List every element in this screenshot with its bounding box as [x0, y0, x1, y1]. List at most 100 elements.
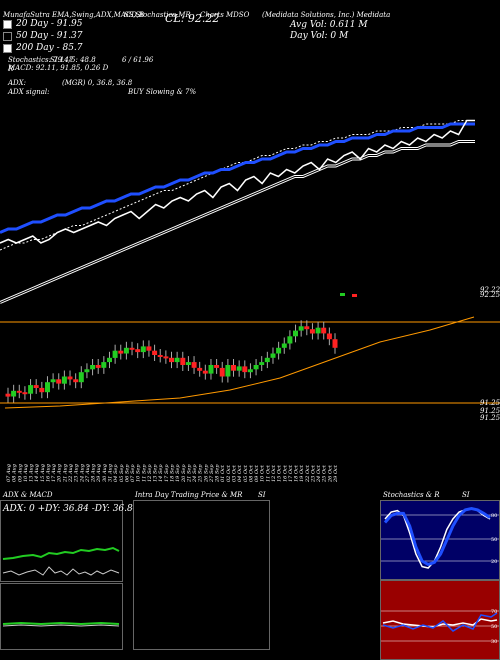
date-label: 26 Sep [203, 464, 209, 483]
date-label: 15 Oct [277, 464, 283, 482]
stochastics-panel: 80 50 20 [380, 500, 500, 580]
small-candle-2 [352, 294, 357, 297]
date-label: 18 Sep [170, 464, 176, 482]
close-price: CL: 92.22 [165, 12, 220, 25]
rsi-line-blue [382, 612, 498, 632]
candle [112, 350, 118, 358]
candle [281, 343, 287, 348]
candle [118, 350, 124, 354]
candle [219, 367, 225, 377]
candle [61, 376, 67, 384]
candle [298, 326, 304, 331]
ma50-label: 50 Day - 91.37 [16, 31, 83, 41]
adx-macd-title: ADX & MACD [3, 491, 53, 499]
macd-line-white [2, 624, 120, 627]
candle [253, 365, 259, 370]
candle [73, 379, 79, 383]
rsi-lines: 70 50 30 [381, 609, 499, 645]
date-label: 05 Sep [119, 464, 125, 482]
date-label: 22 Oct [305, 464, 311, 483]
date-axis: 07 Aug 08 Aug 09 Aug 10 Aug 13 Aug 14 Aug 15 A… [6, 464, 339, 483]
candle [56, 379, 62, 384]
date-label: 29 Aug [96, 464, 102, 483]
stoch-si-label: SI [462, 491, 470, 499]
date-label: 14 Sep [158, 464, 164, 482]
candle [123, 347, 129, 354]
date-label: 11 Sep [141, 464, 147, 482]
buy-signal: BUY Slowing & 7% [128, 88, 197, 96]
header-tags: MunafaSutra EMA,Swing,ADX,MACD,B [3, 11, 144, 19]
candle [231, 365, 236, 371]
legend-ma50: 50 Day - 91.37 [3, 31, 83, 41]
ma200-label: 200 Day - 85.7 [16, 43, 83, 53]
date-label: 24 Oct [316, 464, 322, 483]
macd-value: MACD: 92.11, 91.85, 0.26 D [8, 64, 109, 72]
candle [276, 347, 282, 354]
ma20-swatch [3, 19, 12, 29]
adx-line-white [2, 566, 120, 576]
ma200-swatch [3, 43, 12, 53]
moving-average-chart [0, 119, 475, 304]
si-value: SI 14/5: 48.8 [50, 56, 96, 64]
date-label: 26 Oct [327, 464, 333, 483]
ma50-line [0, 122, 475, 234]
date-label: 17 Oct [288, 464, 294, 482]
stoch-line-blue [383, 506, 491, 567]
stochastics-title: Stochastics & R [383, 491, 440, 499]
candle [174, 357, 180, 363]
macd-lines [2, 621, 120, 627]
ma20-label: 20 Day - 91.95 [16, 19, 83, 29]
candle [180, 357, 186, 365]
price-label-top: 92.22 [480, 286, 500, 294]
candle [169, 357, 174, 363]
candle [214, 365, 220, 368]
intra-si-label: SI [258, 491, 266, 499]
date-label: 15 Aug [40, 464, 46, 482]
chart-title: Charts MDSO [200, 11, 250, 19]
candle [84, 369, 90, 373]
date-label: 23 Oct [310, 464, 316, 483]
day-volume: Day Vol: 0 M [290, 31, 349, 41]
date-label: 19 Oct [299, 464, 305, 482]
candle [146, 346, 152, 351]
adx-values: (MGR) 0, 36.8, 36.8 [62, 79, 133, 87]
date-label: 10 Sep [136, 464, 142, 482]
candle [202, 370, 208, 374]
date-label: 25 Oct [322, 464, 328, 483]
stochastics-lines: 80 50 20 [381, 506, 499, 569]
candle [5, 393, 11, 397]
candle [67, 376, 73, 380]
candle [11, 390, 17, 397]
adx-line-green [2, 546, 120, 560]
candle [107, 357, 112, 363]
candle [197, 367, 203, 371]
si-values: 6 / 61.96 [122, 56, 154, 64]
candle [225, 365, 231, 377]
candle [185, 362, 191, 365]
adx-lines [2, 546, 120, 576]
stochastics-value: Stochastics: 79.47 [8, 56, 74, 64]
rsi-tick-70: 70 [491, 609, 497, 615]
candle [259, 362, 265, 365]
orange-trend-line [4, 316, 475, 409]
date-label: 04 Sep [113, 464, 119, 482]
candle [332, 339, 338, 348]
date-label: 29 Oct [333, 464, 339, 483]
candle [129, 347, 135, 350]
date-label: 11 Oct [265, 464, 271, 482]
legend-ma20: 20 Day - 91.95 [3, 19, 83, 29]
date-label: 18 Oct [294, 464, 300, 482]
adx-panel: ADX: 0 +DY: 36.84 -DY: 36.84 [0, 500, 138, 582]
candle [247, 369, 253, 373]
candle [16, 390, 22, 393]
candle [321, 327, 327, 334]
intra-day-title: Intra Day Trading Price & MR [135, 491, 243, 499]
candlestick-chart [0, 293, 500, 409]
candle [50, 379, 56, 383]
date-label: 05 Oct [243, 464, 249, 482]
candle [270, 353, 276, 358]
stoch-tick-20: 20 [491, 559, 497, 565]
date-label: 16 Aug [46, 464, 52, 482]
date-label: 08 Oct [248, 464, 254, 482]
candle [90, 365, 96, 370]
